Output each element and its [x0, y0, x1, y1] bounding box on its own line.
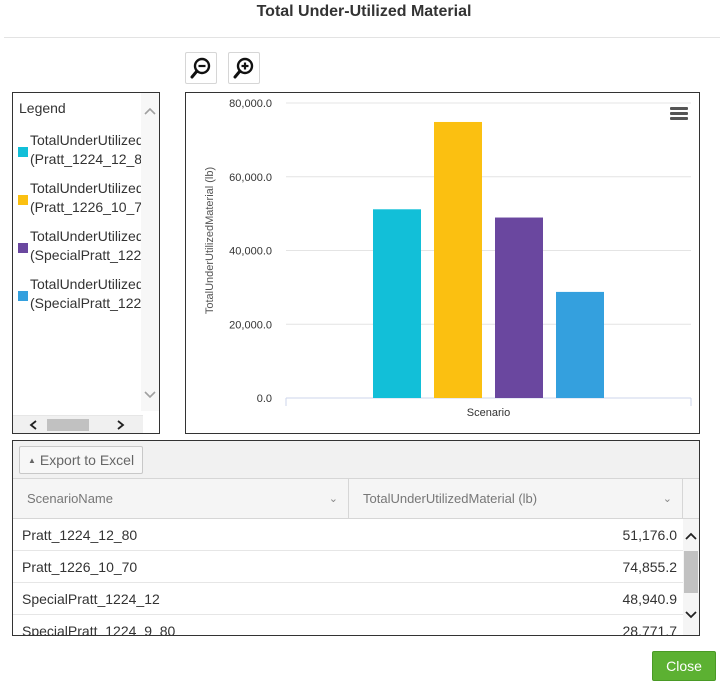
- chart-panel: 0.0 20,000.0 40,000.0 60,000.0 80,000.0 Scena…: [185, 92, 700, 434]
- legend-item-line2: (SpecialPratt_1224: [30, 295, 142, 311]
- legend-item-line2: (SpecialPratt_1224: [30, 247, 142, 263]
- table-row[interactable]: Pratt_1226_10_70 74,855.2: [13, 551, 683, 583]
- legend-horizontal-scrollbar[interactable]: [13, 415, 143, 433]
- column-header-total-material[interactable]: TotalUnderUtilizedMaterial (lb) ⌄: [349, 479, 683, 519]
- y-tick-label: 60,000.0: [229, 172, 272, 184]
- table-row[interactable]: SpecialPratt_1224_9_80 28,771.7: [13, 615, 683, 636]
- column-header-label: TotalUnderUtilizedMaterial (lb): [363, 491, 538, 506]
- legend-item[interactable]: TotalUnderUtilized (SpecialPratt_1224: [18, 227, 142, 275]
- export-to-excel-button[interactable]: ▲ Export to Excel: [19, 446, 144, 474]
- grid-vertical-scrollbar[interactable]: [683, 519, 699, 635]
- chevron-down-icon[interactable]: [685, 611, 697, 619]
- chevron-right-icon[interactable]: [117, 420, 125, 430]
- zoom-in-icon: [233, 57, 254, 79]
- column-header-scenario-name[interactable]: ScenarioName ⌄: [13, 479, 349, 519]
- cell-value: 48,940.9: [622, 591, 678, 607]
- legend-swatch: [18, 243, 28, 253]
- chart-menu-icon[interactable]: [670, 107, 688, 121]
- chevron-down-icon[interactable]: [144, 391, 156, 399]
- legend-item-line2: (Pratt_1226_10_70: [30, 199, 142, 215]
- zoom-out-icon: [190, 57, 211, 79]
- legend-swatch: [18, 291, 28, 301]
- y-tick-label: 80,000.0: [229, 98, 272, 110]
- cell-value: 28,771.7: [622, 623, 678, 636]
- legend-scroll-thumb[interactable]: [47, 419, 89, 431]
- cell-value: 74,855.2: [622, 559, 678, 575]
- bar-chart: 0.0 20,000.0 40,000.0 60,000.0 80,000.0 Scena…: [204, 98, 692, 419]
- legend-item-line1: TotalUnderUtilized: [30, 180, 142, 196]
- legend-item[interactable]: TotalUnderUtilized (SpecialPratt_1224: [18, 275, 142, 323]
- data-grid: ▲ Export to Excel ScenarioName ⌄ TotalUnd…: [12, 440, 700, 636]
- legend-item[interactable]: TotalUnderUtilized (Pratt_1226_10_70: [18, 179, 142, 227]
- zoom-out-button[interactable]: [185, 52, 217, 84]
- x-axis-label: Scenario: [467, 407, 510, 419]
- cell-scenario-name: SpecialPratt_1224_12: [22, 591, 160, 607]
- cell-scenario-name: SpecialPratt_1224_9_80: [22, 623, 176, 636]
- export-label: Export to Excel: [39, 452, 135, 468]
- chevron-down-icon[interactable]: ⌄: [328, 493, 338, 505]
- cell-scenario-name: Pratt_1226_10_70: [22, 559, 138, 575]
- legend-item-line1: TotalUnderUtilized: [30, 276, 142, 292]
- y-tick-label: 20,000.0: [229, 319, 272, 331]
- cell-scenario-name: Pratt_1224_12_80: [22, 527, 138, 543]
- y-axis-label: TotalUnderUtilizedMaterial (lb): [204, 167, 216, 314]
- table-row[interactable]: SpecialPratt_1224_12 48,940.9: [13, 583, 683, 615]
- caret-up-icon: ▲: [28, 456, 36, 465]
- legend-vertical-scrollbar[interactable]: [141, 93, 159, 411]
- grid-toolbar: ▲ Export to Excel: [13, 441, 699, 479]
- y-tick-label: 40,000.0: [229, 246, 272, 258]
- chevron-left-icon[interactable]: [29, 420, 37, 430]
- grid-header: ScenarioName ⌄ TotalUnderUtilizedMateria…: [13, 479, 699, 519]
- dialog-title: Total Under-Utilized Material: [256, 3, 472, 20]
- chevron-up-icon[interactable]: [144, 107, 156, 115]
- grid-scroll-thumb[interactable]: [684, 551, 698, 593]
- legend-item[interactable]: TotalUnderUtilized (Pratt_1224_12_80: [18, 131, 142, 179]
- title-divider: [4, 37, 720, 38]
- table-row[interactable]: Pratt_1224_12_80 51,176.0: [13, 519, 683, 551]
- legend-swatch: [18, 147, 28, 157]
- legend-item-line1: TotalUnderUtilized: [30, 228, 142, 244]
- y-tick-label: 0.0: [257, 393, 272, 405]
- legend-title: Legend: [19, 100, 66, 116]
- chart-bar: [495, 217, 543, 398]
- grid-body: Pratt_1224_12_80 51,176.0 Pratt_1226_10_…: [13, 519, 683, 636]
- chart-bar: [434, 121, 482, 399]
- legend-panel: Legend TotalUnderUtilized (Pratt_1224_12…: [12, 92, 160, 434]
- zoom-in-button[interactable]: [228, 52, 260, 84]
- chevron-down-icon[interactable]: ⌄: [662, 493, 672, 505]
- legend-list: TotalUnderUtilized (Pratt_1224_12_80 Tot…: [18, 131, 142, 323]
- column-header-label: ScenarioName: [27, 491, 113, 506]
- chevron-up-icon[interactable]: [685, 532, 697, 540]
- legend-swatch: [18, 195, 28, 205]
- close-button[interactable]: Close: [652, 651, 716, 681]
- legend-item-line1: TotalUnderUtilized: [30, 132, 142, 148]
- chart-bar: [373, 209, 421, 398]
- chart-bar: [556, 291, 604, 398]
- cell-value: 51,176.0: [622, 527, 678, 543]
- legend-item-line2: (Pratt_1224_12_80: [30, 151, 142, 167]
